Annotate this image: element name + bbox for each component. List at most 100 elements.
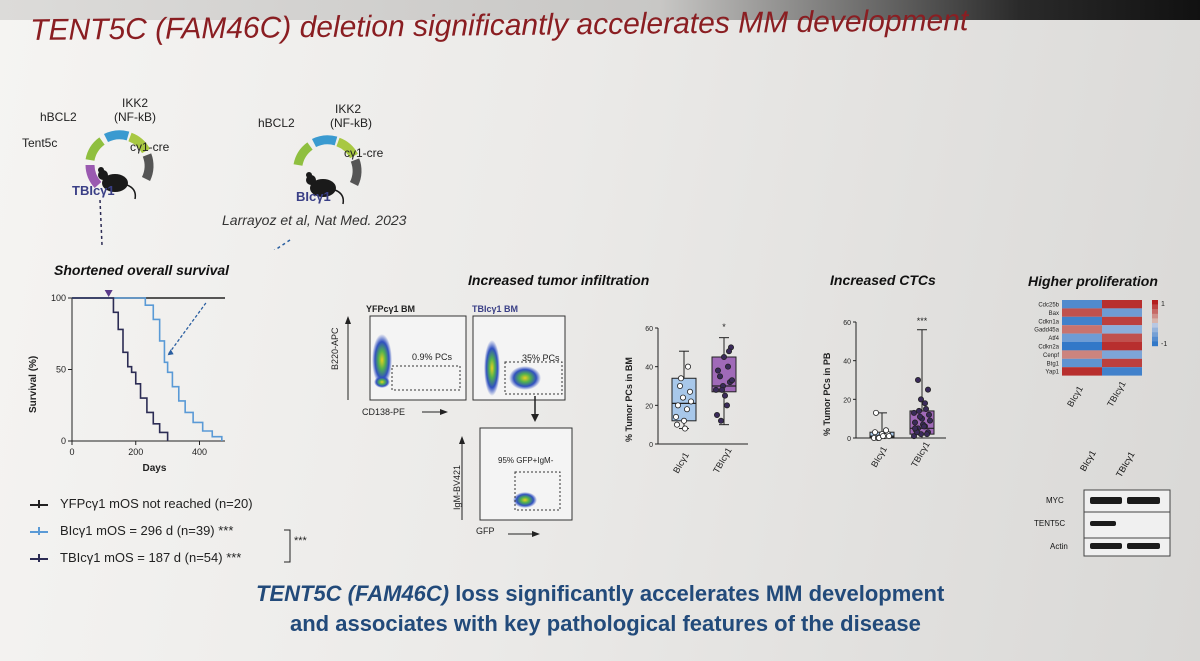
flow-panel2-title: TBIcγ1 BM (472, 304, 519, 314)
scale-segment (1152, 332, 1158, 337)
heatmap-col-label: BIcγ1 (1065, 384, 1085, 408)
box-plot-pb: 0 20 40 60 % Tumor PCs in PB BIcγ1 TBIcγ1 *** (822, 316, 946, 469)
heatmap-cell (1062, 342, 1102, 351)
gene-label: Yap1 (1045, 370, 1059, 376)
y-tick-label: 40 (843, 359, 851, 366)
gene-label: Atf4 (1048, 336, 1059, 342)
gene-label: Btg1 (1047, 361, 1060, 367)
survival-chart: 100 50 00 200 400 Days Survival (%) (28, 290, 225, 474)
y-tick-label: 0 (847, 436, 851, 443)
gate-box (504, 361, 563, 395)
callout-arrowhead (167, 349, 174, 356)
title-gene: TENT5C (FAM46C) (30, 11, 292, 47)
heatmap-cell (1102, 333, 1142, 342)
data-point (713, 386, 720, 393)
flow-cluster (374, 376, 390, 388)
legend-mark-tbi (30, 553, 48, 562)
heatmap-cell (1102, 325, 1142, 334)
conclusion-rest: loss significantly accelerates MM develo… (449, 581, 945, 606)
data-point (674, 421, 681, 428)
data-point (925, 386, 932, 393)
legend-tbi: TBIcγ1 mOS = 187 d (n=54) *** (30, 550, 241, 565)
gene-label: Cenpf (1043, 353, 1059, 359)
legend-text-bi: BIcγ1 mOS = 296 d (n=39) *** (60, 523, 234, 538)
y-axis-label: Survival (%) (28, 356, 39, 413)
data-point (927, 417, 934, 424)
data-point (726, 348, 733, 355)
scale-segment (1152, 313, 1158, 319)
y-tick-label: 60 (843, 320, 851, 327)
infiltration-title: Increased tumor infiltration (468, 272, 650, 288)
heatmap: Cdc25b Bax Cdkn1a Gadd45a Atf4 Cdkn2a Cenpf Btg… (1034, 300, 1167, 409)
label-nfkb-right: (NF-kB) (330, 116, 372, 130)
heatmap-cell (1062, 333, 1102, 342)
conclusion-line-1: TENT5C (FAM46C) loss significantly accel… (256, 581, 944, 607)
y-tick-label: 60 (645, 326, 653, 333)
scale-segment (1152, 318, 1158, 324)
data-point (714, 412, 721, 419)
y-tick-label: 100 (51, 293, 66, 303)
data-point (921, 423, 928, 430)
flow-panel1-yaxis: B220-APC (330, 327, 340, 370)
data-point (717, 373, 724, 380)
western-blot (1083, 489, 1171, 557)
data-point (724, 402, 731, 409)
median-marker (104, 290, 113, 297)
scale-segment (1152, 341, 1158, 347)
category-label: BIcγ1 (869, 445, 889, 469)
legend-bi: BIcγ1 mOS = 296 d (n=39) *** (30, 523, 233, 538)
data-point (719, 386, 726, 393)
data-point (725, 363, 732, 370)
data-point (684, 406, 691, 413)
flow-panel1-gate: 0.9% PCs (412, 352, 453, 362)
scale-max: 1 (1161, 301, 1165, 308)
data-point (685, 363, 692, 370)
wb-row-myc: MYC (1046, 496, 1064, 505)
blot-band (1090, 543, 1122, 549)
mouse-icon (306, 172, 345, 205)
category-label: TBIcγ1 (909, 440, 932, 469)
data-point (722, 392, 729, 399)
mouse-name-left: TBIcγ1 (72, 183, 115, 198)
data-point (924, 431, 931, 438)
flow-cluster (509, 366, 541, 390)
data-point (886, 433, 893, 440)
gene-label: Cdkn2a (1038, 345, 1059, 351)
heatmap-col-label: TBIcγ1 (1105, 379, 1128, 408)
bracket-sig-text: *** (294, 535, 308, 547)
slide-top-edge (0, 0, 1200, 20)
conclusion-line-2: and associates with key pathological fea… (290, 611, 921, 636)
survival-curve-BIcγ1 (72, 297, 223, 441)
data-point (687, 388, 694, 395)
citation: Larrayoz et al, Nat Med. 2023 (222, 212, 407, 228)
blot-band (1127, 497, 1160, 504)
y-tick-label: 0 (61, 436, 66, 446)
label-nfkb-left: (NF-kB) (114, 110, 156, 124)
data-point (880, 433, 887, 440)
heatmap-cell (1102, 350, 1142, 359)
label-hbcl2-left: hBCL2 (40, 110, 77, 124)
data-point (681, 417, 688, 424)
ikk2-segment-green (336, 137, 358, 159)
survival-curve-TBIcγ1 (72, 297, 169, 441)
label-hbcl2-right: hBCL2 (258, 116, 295, 130)
gene-label: Gadd45a (1034, 328, 1059, 334)
flow-panel3-xaxis: GFP (476, 526, 495, 536)
legend-text-yfp: YFPcγ1 mOS not reached (n=20) (60, 496, 253, 511)
x-tick-label: 200 (128, 447, 143, 457)
title-rest: deletion significantly accelerates MM de… (291, 4, 969, 45)
scale-segment (1152, 300, 1158, 305)
gene-label: Cdc25b (1038, 303, 1059, 309)
callout-arrow (167, 302, 207, 356)
flow-panel3-yaxis: IgM-BV421 (452, 464, 462, 510)
label-tent5c: Tent5c (22, 136, 58, 150)
flow-cluster (513, 492, 537, 508)
connector-left (99, 199, 103, 246)
y-tick-label: 0 (649, 442, 653, 449)
x-axis-label: Days (143, 463, 167, 474)
data-point (918, 396, 925, 403)
data-point (678, 375, 685, 382)
mouse-name-right: BIcγ1 (296, 189, 331, 204)
y-axis-label: % Tumor PCs in PB (822, 352, 832, 436)
